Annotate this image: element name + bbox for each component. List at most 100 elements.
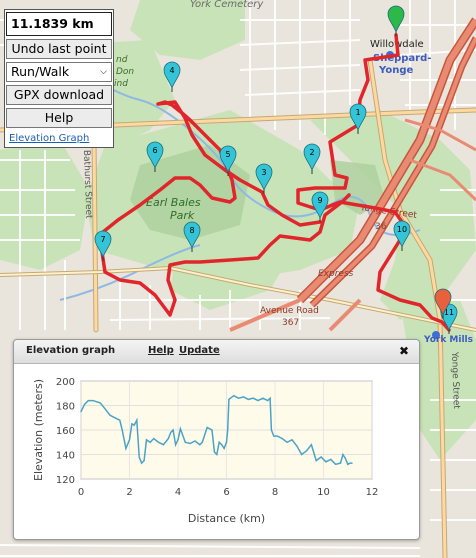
elevation-point: [136, 419, 138, 421]
route-marker-2-shape: [303, 143, 321, 172]
route-marker-3[interactable]: 3: [255, 163, 273, 194]
label-park-line2: Park: [170, 209, 195, 222]
elevation-point: [351, 462, 353, 464]
elevation-point: [344, 457, 346, 459]
x-tick-label: 2: [126, 487, 132, 498]
y-tick-label: 180: [56, 402, 75, 413]
elevation-point: [167, 437, 169, 440]
elevation-point: [218, 441, 220, 443]
route-marker-7[interactable]: 7: [94, 230, 112, 261]
elevation-point: [131, 423, 133, 425]
help-button[interactable]: Help: [6, 108, 112, 128]
chevron-down-icon: ⌵: [100, 67, 107, 77]
elevation-point: [262, 397, 264, 399]
label-top-left-1: nd: [116, 55, 128, 65]
label-avenue-line1: Avenue Road: [260, 306, 319, 316]
elevation-point: [216, 453, 218, 456]
label-express: Express: [318, 269, 354, 279]
elevation-point: [225, 441, 228, 443]
label-york-mills: York Mills: [423, 335, 473, 345]
elevation-chart: 120 140 160 180 200 0 2 4 6 8 10 12 Distance (km) Ele…: [32, 377, 378, 525]
elevation-point: [252, 397, 254, 399]
x-axis-label: Distance (km): [188, 512, 265, 525]
elevation-point: [233, 395, 235, 397]
elevation-point: [125, 447, 127, 449]
end-marker[interactable]: [434, 288, 452, 319]
elevation-point: [133, 424, 135, 426]
label-bathurst: Bathurst Street: [81, 150, 93, 220]
route-marker-4-shape: [163, 61, 181, 90]
route-marker-6[interactable]: 6: [146, 141, 164, 172]
gpx-download-button[interactable]: GPX download: [6, 85, 112, 105]
route-marker-4-label: 4: [169, 66, 174, 75]
elevation-point: [199, 444, 201, 446]
elevation-point: [179, 428, 182, 430]
elevation-point: [153, 437, 155, 440]
control-panel: 11.1839 km Undo last point Run/Walk ⌵ GP…: [4, 9, 114, 148]
elevation-point: [87, 400, 89, 402]
elevation-point: [310, 444, 312, 446]
elevation-point: [238, 397, 240, 399]
route-marker-8-label: 8: [189, 226, 194, 235]
elevation-point: [109, 414, 111, 416]
y-tick-label: 140: [56, 451, 75, 462]
elevation-point: [223, 447, 225, 449]
elevation-point: [221, 444, 223, 446]
elevation-point: [276, 435, 279, 437]
route-marker-9[interactable]: 9: [311, 191, 329, 222]
elevation-point: [296, 445, 298, 447]
route-marker-7-label: 7: [100, 235, 105, 244]
elevation-point: [141, 462, 143, 464]
elevation-point: [143, 460, 145, 462]
elevation-point: [158, 441, 160, 443]
elevation-dialog-header[interactable]: Elevation graph Help Update ✖: [14, 340, 419, 364]
elevation-point: [301, 453, 303, 456]
route-marker-8[interactable]: 8: [183, 221, 201, 252]
x-tick-label: 8: [272, 487, 278, 498]
undo-button[interactable]: Undo last point: [6, 39, 112, 59]
route-marker-9-shape: [311, 191, 329, 220]
elevation-point: [270, 429, 272, 431]
elevation-point: [213, 451, 215, 453]
elevation-point: [339, 462, 342, 464]
label-station-line1: Sheppard-: [373, 53, 431, 64]
elevation-point: [347, 463, 349, 465]
elevation-update-link[interactable]: Update: [179, 345, 220, 356]
route-marker-3-shape: [255, 163, 273, 192]
route-marker-4[interactable]: 4: [163, 61, 181, 92]
route-marker-1[interactable]: 1: [349, 103, 367, 134]
elevation-point: [201, 441, 203, 443]
route-marker-2-label: 2: [309, 148, 314, 157]
route-marker-1-label: 1: [355, 108, 360, 117]
major-roads: [0, 57, 476, 558]
route-marker-11-label: 11: [444, 308, 454, 317]
highway-401: [229, 17, 476, 332]
elevation-point: [335, 463, 337, 465]
route-marker-10-shape: [393, 220, 411, 249]
elevation-point: [286, 441, 288, 443]
elevation-point: [121, 429, 123, 431]
elevation-point: [315, 460, 317, 462]
elevation-point: [84, 403, 86, 405]
elevation-point: [128, 439, 131, 441]
elevation-point: [138, 456, 140, 458]
start-marker[interactable]: [387, 5, 405, 36]
route-marker-2[interactable]: 2: [303, 143, 321, 174]
activity-select-value: Run/Walk: [11, 64, 70, 79]
route-marker-5[interactable]: 5: [219, 145, 237, 176]
elevation-point: [174, 444, 177, 446]
route-marker-10[interactable]: 10: [393, 220, 411, 251]
elevation-point: [227, 429, 229, 431]
activity-select[interactable]: Run/Walk ⌵: [6, 62, 112, 82]
elevation-point: [269, 397, 271, 399]
elevation-point: [172, 429, 174, 431]
elevation-graph-link[interactable]: Elevation Graph: [9, 133, 90, 144]
elevation-point: [184, 441, 186, 443]
route-marker-5-shape: [219, 145, 237, 174]
elevation-point: [104, 408, 106, 410]
elevation-help-link[interactable]: Help: [148, 345, 174, 356]
label-avenue-line2: 367: [282, 318, 299, 328]
close-icon[interactable]: ✖: [398, 344, 409, 358]
elevation-point: [267, 400, 269, 402]
label-cemetery: York Cemetery: [190, 0, 264, 10]
